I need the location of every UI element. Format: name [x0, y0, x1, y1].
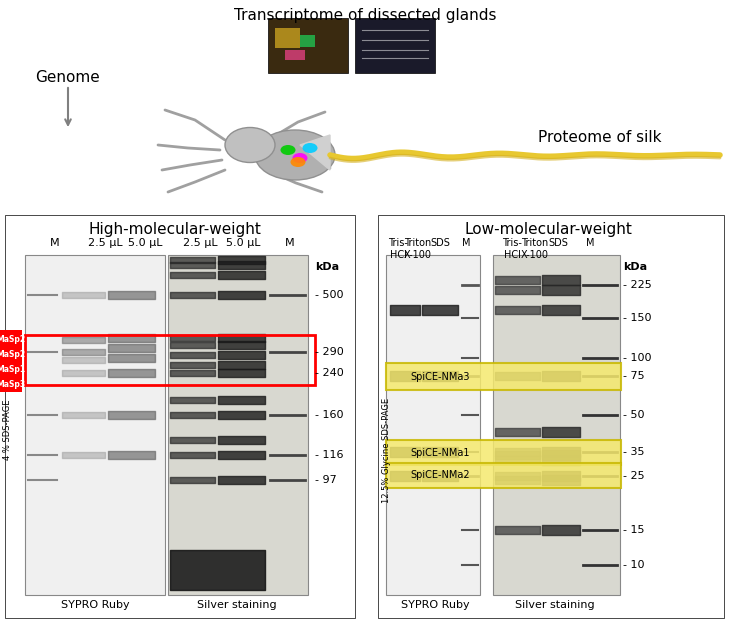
Ellipse shape — [290, 157, 305, 167]
Bar — [168, 255, 308, 595]
Text: Transcriptome of dissected glands: Transcriptome of dissected glands — [234, 8, 496, 23]
Text: Low-molecular-weight: Low-molecular-weight — [464, 222, 632, 237]
Text: - 15: - 15 — [623, 525, 644, 535]
Text: MaSp2: MaSp2 — [0, 350, 26, 359]
Bar — [378, 215, 724, 618]
Text: High-molecular-weight: High-molecular-weight — [88, 222, 262, 237]
Text: Triton
X-100: Triton X-100 — [521, 238, 549, 260]
Text: - 100: - 100 — [623, 353, 652, 363]
Text: SpiCE-NMa1: SpiCE-NMa1 — [410, 447, 469, 457]
Ellipse shape — [255, 130, 335, 180]
Text: - 97: - 97 — [315, 475, 337, 485]
Text: Triton
X-100: Triton X-100 — [404, 238, 432, 260]
Bar — [5, 215, 355, 618]
Text: M: M — [285, 238, 295, 248]
Text: - 75: - 75 — [623, 371, 644, 381]
Text: SpiCE-NMa3: SpiCE-NMa3 — [410, 371, 469, 381]
Text: Proteome of silk: Proteome of silk — [538, 130, 662, 145]
Text: - 25: - 25 — [623, 471, 644, 481]
Ellipse shape — [303, 143, 318, 153]
Text: kDa: kDa — [623, 262, 647, 272]
Text: Tris-
HCl: Tris- HCl — [502, 238, 522, 260]
Text: - 500: - 500 — [315, 290, 343, 300]
Bar — [0, 330, 22, 392]
Text: - 290: - 290 — [315, 347, 344, 357]
Bar — [268, 18, 348, 73]
Text: - 150: - 150 — [623, 313, 652, 323]
Ellipse shape — [281, 145, 295, 155]
Bar — [386, 363, 621, 390]
Text: MaSp3: MaSp3 — [0, 380, 26, 389]
Text: 2.5 μL: 2.5 μL — [183, 238, 217, 248]
Bar — [493, 255, 620, 595]
Text: Genome: Genome — [36, 70, 101, 85]
Bar — [285, 50, 305, 60]
Bar — [25, 335, 315, 385]
Text: MaSp1: MaSp1 — [0, 365, 26, 374]
Text: SYPRO Ruby: SYPRO Ruby — [401, 600, 469, 610]
Text: Silver staining: Silver staining — [515, 600, 595, 610]
Text: 12.5% Glycine SDS-PAGE: 12.5% Glycine SDS-PAGE — [383, 397, 391, 503]
Polygon shape — [300, 135, 330, 170]
Bar — [0, 0, 729, 210]
Bar — [386, 255, 480, 595]
Text: - 10: - 10 — [623, 560, 644, 570]
Text: SpiCE-NMa2: SpiCE-NMa2 — [410, 470, 469, 480]
Text: - 35: - 35 — [623, 447, 644, 457]
Text: 4 % SDS-PAGE: 4 % SDS-PAGE — [4, 400, 12, 460]
Text: kDa: kDa — [315, 262, 339, 272]
Text: M: M — [461, 238, 470, 248]
Text: - 50: - 50 — [623, 410, 644, 420]
Text: SDS: SDS — [548, 238, 568, 248]
Text: SDS: SDS — [430, 238, 450, 248]
Text: - 160: - 160 — [315, 410, 343, 420]
Text: SYPRO Ruby: SYPRO Ruby — [61, 600, 129, 610]
Ellipse shape — [225, 128, 275, 163]
Text: MaSp2: MaSp2 — [0, 335, 26, 344]
Bar — [386, 440, 621, 465]
Bar — [25, 255, 165, 595]
Text: 5.0 μL: 5.0 μL — [128, 238, 163, 248]
Text: Tris-
HCl: Tris- HCl — [388, 238, 408, 260]
Bar — [275, 28, 300, 48]
Text: - 225: - 225 — [623, 280, 652, 290]
Text: Silver staining: Silver staining — [197, 600, 277, 610]
Text: - 116: - 116 — [315, 450, 343, 460]
Text: 2.5 μL: 2.5 μL — [87, 238, 122, 248]
Bar — [300, 35, 315, 47]
Text: M: M — [585, 238, 594, 248]
Bar — [386, 463, 621, 488]
Text: 5.0 μL: 5.0 μL — [226, 238, 260, 248]
Text: - 240: - 240 — [315, 368, 344, 378]
Bar — [355, 18, 435, 73]
Text: M: M — [50, 238, 60, 248]
Ellipse shape — [292, 153, 308, 163]
